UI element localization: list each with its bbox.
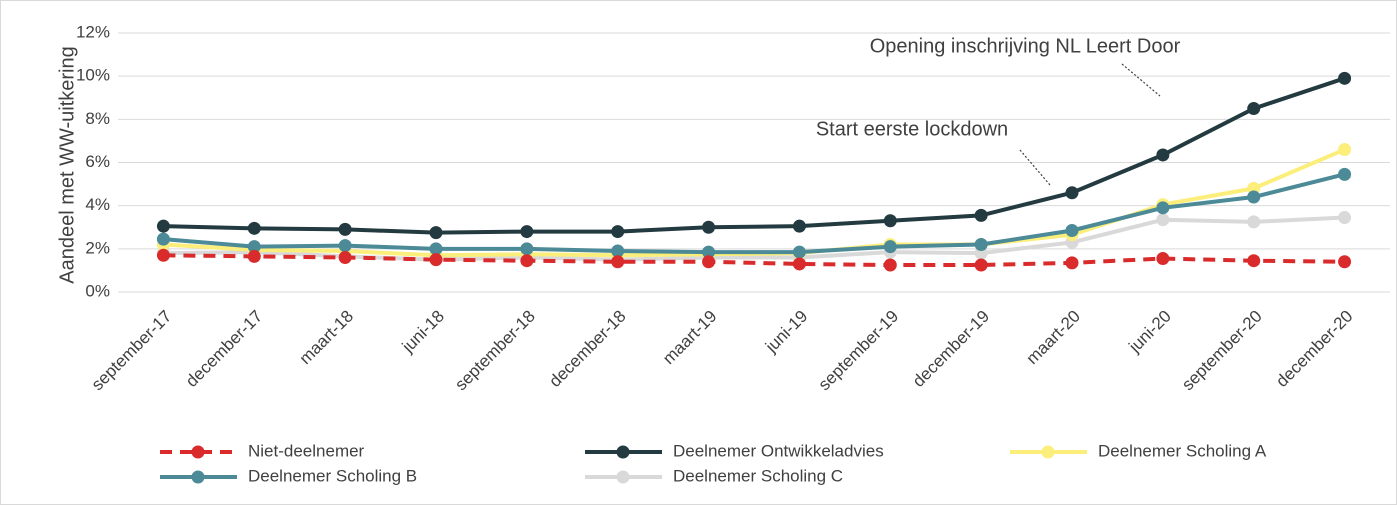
data-point (1156, 148, 1170, 162)
y-tick-label: 8% (85, 109, 110, 128)
legend-label: Deelnemer Scholing B (248, 466, 417, 485)
y-tick-label: 10% (76, 66, 110, 85)
data-point (1156, 252, 1170, 266)
legend-marker (1041, 445, 1055, 459)
data-point (611, 244, 625, 258)
y-tick-label: 4% (85, 195, 110, 214)
data-point (1247, 254, 1261, 268)
data-point (429, 253, 443, 267)
data-point (247, 240, 261, 254)
data-point (883, 258, 897, 272)
data-point (883, 214, 897, 228)
y-tick-label: 12% (76, 22, 110, 41)
data-point (429, 242, 443, 256)
legend-label: Niet-deelnemer (248, 441, 365, 460)
legend-marker (191, 445, 205, 459)
data-point (520, 225, 534, 239)
y-axis-label: Aandeel met WW-uitkering (56, 46, 78, 284)
series-line (163, 172, 1346, 255)
data-point (156, 232, 170, 246)
y-tick-label: 6% (85, 152, 110, 171)
annotation: Opening inschrijving NL Leert Door (870, 35, 1181, 57)
data-point (883, 240, 897, 254)
data-point (792, 245, 806, 259)
data-point (1338, 71, 1352, 85)
data-point (520, 254, 534, 268)
legend-marker (616, 470, 630, 484)
data-point (429, 226, 443, 240)
legend-label: Deelnemer Scholing A (1098, 441, 1267, 460)
data-point (1156, 213, 1170, 227)
data-point (1338, 211, 1352, 225)
data-point (520, 242, 534, 256)
data-point (702, 220, 716, 234)
y-tick-label: 2% (85, 238, 110, 257)
data-point (974, 208, 988, 222)
data-point (156, 248, 170, 262)
annotation: Start eerste lockdown (816, 118, 1008, 140)
data-point (611, 225, 625, 239)
data-point (974, 238, 988, 252)
data-point (338, 239, 352, 253)
series-line (163, 215, 1345, 262)
data-point (1338, 255, 1352, 269)
data-point (974, 258, 988, 272)
y-tick-label: 0% (85, 281, 110, 300)
data-point (792, 257, 806, 271)
data-point (1247, 102, 1261, 116)
data-point (1065, 256, 1079, 270)
annotation-leader (1121, 63, 1161, 97)
data-point (156, 219, 170, 233)
data-point (702, 255, 716, 269)
legend-label: Deelnemer Scholing C (673, 466, 843, 485)
series-line (163, 253, 1345, 268)
data-point (611, 255, 625, 269)
data-point (1338, 143, 1352, 157)
legend-marker (191, 470, 205, 484)
data-point (1065, 186, 1079, 200)
data-point (338, 222, 352, 236)
data-point (792, 219, 806, 233)
legend-label: Deelnemer Ontwikkeladvies (673, 441, 884, 460)
data-point (1065, 223, 1079, 237)
data-point (702, 245, 716, 259)
data-point (247, 249, 261, 263)
data-point (338, 250, 352, 264)
series-line (163, 76, 1346, 235)
data-point (1247, 190, 1261, 204)
data-point (247, 221, 261, 235)
data-point (1156, 201, 1170, 215)
data-point (1247, 215, 1261, 229)
data-point (1338, 167, 1352, 181)
legend-marker (616, 445, 630, 459)
